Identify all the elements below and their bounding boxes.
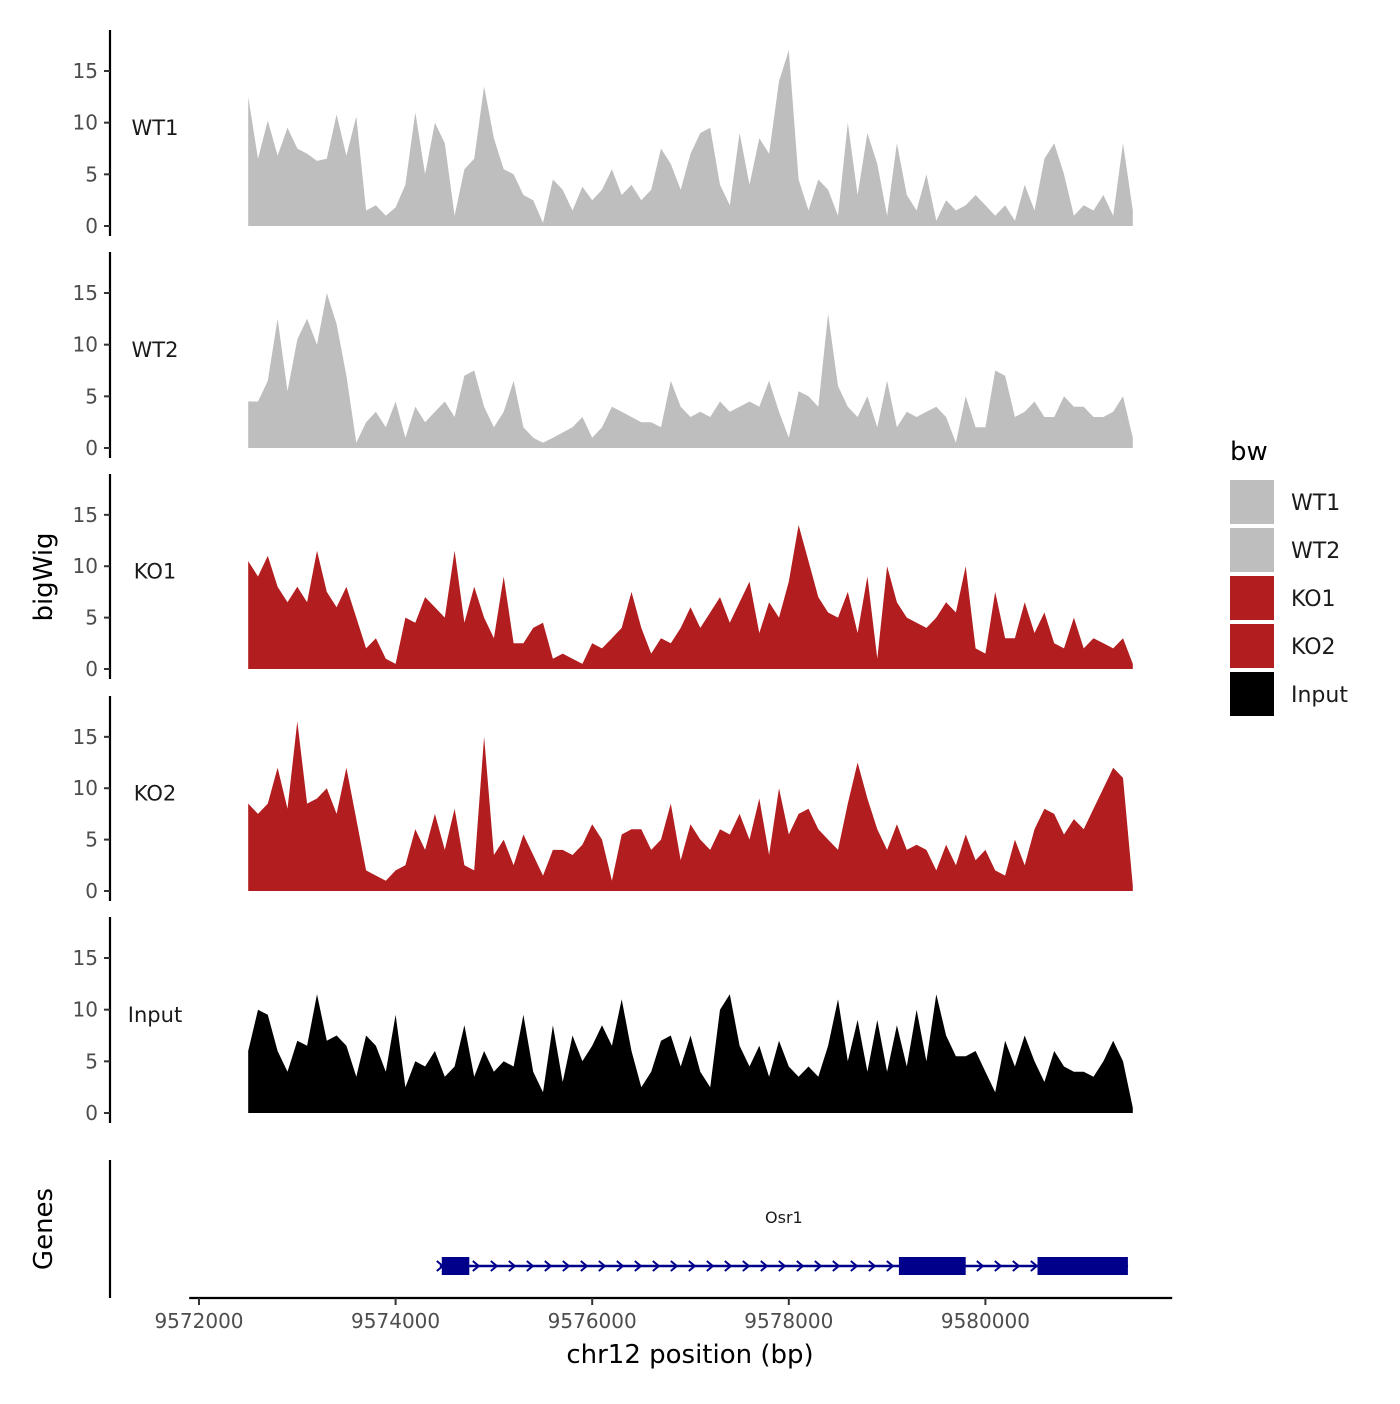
legend-label-wt1: WT1 xyxy=(1291,491,1340,516)
strand-chevron xyxy=(580,1260,589,1272)
track-ko2: 0 5 10 15 KO2 xyxy=(73,696,1133,903)
y-tick-label: 10 xyxy=(73,998,98,1022)
strand-chevron xyxy=(634,1260,643,1272)
y-tick-label: 0 xyxy=(85,657,98,681)
strand-chevron xyxy=(760,1260,769,1272)
y-tick-label: 10 xyxy=(73,333,98,357)
y-tick-label: 0 xyxy=(85,214,98,238)
legend-label-input: Input xyxy=(1291,683,1348,708)
legend: WT1 WT2 KO1 KO2 Input xyxy=(1230,480,1348,716)
track-wt1: 0 5 10 15 WT1 xyxy=(73,30,1133,238)
x-axis-title: chr12 position (bp) xyxy=(566,1340,813,1370)
area-input xyxy=(248,994,1133,1113)
strand-chevron xyxy=(688,1260,697,1272)
y-tick-label: 0 xyxy=(85,879,98,903)
track-label-wt2: WT2 xyxy=(132,338,179,362)
track-input: 0 5 10 15 Input xyxy=(73,917,1133,1125)
tracks-group: 0 5 10 15 WT1 0 5 10 15 WT2 0 5 10 15 KO1 0 5 10 15 KO2 0 5 10… xyxy=(73,30,1133,1125)
y-tick-label: 5 xyxy=(85,384,98,408)
strand-chevron xyxy=(544,1260,553,1272)
track-ko1: 0 5 10 15 KO1 xyxy=(73,474,1133,681)
gene-exon xyxy=(898,1257,966,1275)
legend-swatch-wt2 xyxy=(1230,528,1274,572)
strand-chevron xyxy=(652,1260,661,1272)
strand-chevron xyxy=(490,1260,499,1272)
strand-chevron xyxy=(508,1260,517,1272)
legend-title: bw xyxy=(1230,437,1268,467)
y-tick-label: 5 xyxy=(85,162,98,186)
strand-chevron xyxy=(1012,1260,1021,1272)
y-tick-label: 10 xyxy=(73,554,98,578)
legend-swatch-ko2 xyxy=(1230,624,1274,668)
y-tick-label: 0 xyxy=(85,1101,98,1125)
y-tick-label: 0 xyxy=(85,436,98,460)
x-tick-label: 9572000 xyxy=(154,1309,243,1333)
y-axis-title: bigWig xyxy=(29,532,59,621)
legend-label-ko1: KO1 xyxy=(1291,587,1336,612)
legend-swatch-input xyxy=(1230,672,1274,716)
legend-swatch-ko1 xyxy=(1230,576,1274,620)
area-wt2 xyxy=(248,293,1133,448)
y-tick-label: 15 xyxy=(73,725,98,749)
y-tick-label: 15 xyxy=(73,946,98,970)
x-tick-label: 9574000 xyxy=(351,1309,440,1333)
strand-chevron xyxy=(778,1260,787,1272)
gene-track: Osr1 xyxy=(108,1160,1129,1298)
y-tick-label: 10 xyxy=(73,776,98,800)
x-axis: 9572000 9574000 9576000 9578000 9580000 xyxy=(154,1296,1173,1333)
strand-chevron xyxy=(976,1260,985,1272)
legend-swatch-wt1 xyxy=(1230,480,1274,524)
strand-chevron xyxy=(994,1260,1003,1272)
x-tick-label: 9580000 xyxy=(941,1309,1030,1333)
strand-chevron xyxy=(616,1260,625,1272)
strand-chevron xyxy=(886,1260,895,1272)
y-tick-label: 5 xyxy=(85,606,98,630)
strand-chevron xyxy=(670,1260,679,1272)
gene-label: Osr1 xyxy=(765,1208,803,1227)
track-label-wt1: WT1 xyxy=(132,116,179,140)
track-label-ko2: KO2 xyxy=(134,782,177,806)
strand-chevron xyxy=(796,1260,805,1272)
legend-label-wt2: WT2 xyxy=(1291,539,1340,564)
strand-chevron xyxy=(598,1260,607,1272)
gene-exon xyxy=(441,1257,470,1275)
strand-chevron xyxy=(472,1260,481,1272)
genes-axis-title: Genes xyxy=(29,1188,59,1270)
strand-chevron xyxy=(526,1260,535,1272)
gene-exon xyxy=(1037,1257,1128,1275)
area-wt1 xyxy=(248,50,1133,226)
x-tick-label: 9578000 xyxy=(744,1309,833,1333)
area-ko2 xyxy=(248,721,1133,891)
x-tick-label: 9576000 xyxy=(548,1309,637,1333)
track-label-ko1: KO1 xyxy=(134,560,177,584)
strand-chevron xyxy=(850,1260,859,1272)
track-label-input: Input xyxy=(128,1003,182,1027)
legend-label-ko2: KO2 xyxy=(1291,635,1336,660)
strand-chevron xyxy=(724,1260,733,1272)
strand-chevron xyxy=(1030,1260,1039,1272)
y-tick-label: 15 xyxy=(73,503,98,527)
strand-chevron xyxy=(832,1260,841,1272)
y-tick-label: 10 xyxy=(73,111,98,135)
strand-chevron xyxy=(562,1260,571,1272)
y-tick-label: 15 xyxy=(73,59,98,83)
y-tick-label: 5 xyxy=(85,1049,98,1073)
y-tick-label: 15 xyxy=(73,281,98,305)
strand-chevron xyxy=(742,1260,751,1272)
track-wt2: 0 5 10 15 WT2 xyxy=(73,252,1133,460)
strand-chevron xyxy=(706,1260,715,1272)
strand-chevron xyxy=(868,1260,877,1272)
strand-chevron xyxy=(814,1260,823,1272)
y-tick-label: 5 xyxy=(85,828,98,852)
area-ko1 xyxy=(248,525,1133,669)
